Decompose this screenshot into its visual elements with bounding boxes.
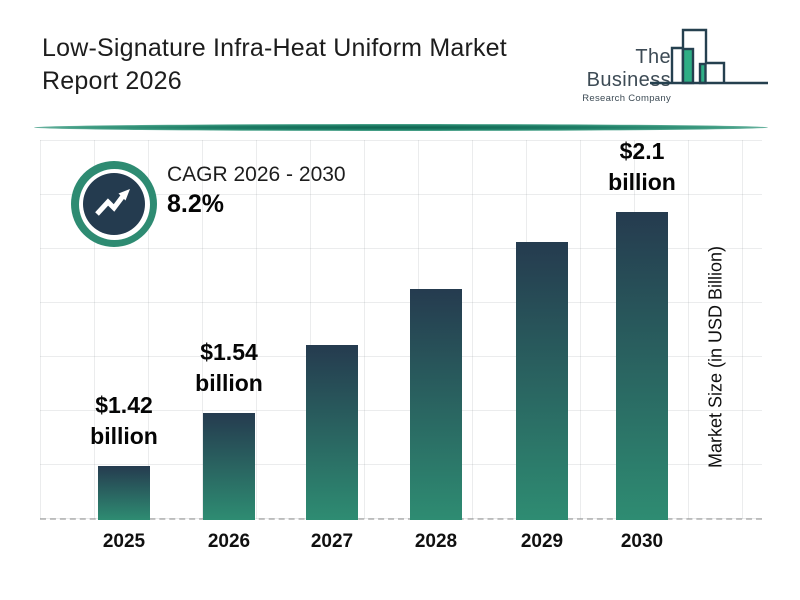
y-axis-title: Market Size (in USD Billion)	[705, 245, 726, 469]
bar-value-label-2030: $2.1 billion	[608, 138, 676, 195]
bar-2030	[616, 212, 668, 520]
cagr-value: 8.2%	[167, 190, 224, 218]
bar-2026	[203, 413, 255, 520]
x-axis-label-2027: 2027	[310, 531, 354, 552]
brand-tagline: Research Company	[582, 93, 671, 104]
bar-2027	[306, 345, 358, 520]
trending-up-icon	[83, 173, 145, 235]
chart-baseline	[40, 518, 762, 520]
bar-2029	[516, 242, 568, 520]
bar-chart-logo-icon	[650, 24, 775, 93]
x-axis-label-2026: 2026	[207, 531, 251, 552]
x-axis-label-2030: 2030	[620, 531, 664, 552]
bar-2028	[410, 289, 462, 520]
x-axis-label-2028: 2028	[414, 531, 458, 552]
cagr-badge	[71, 161, 157, 247]
x-axis-label-2025: 2025	[102, 531, 146, 552]
page-title-line1: Low-Signature Infra-Heat Uniform Market	[42, 34, 507, 62]
cagr-badge-ring	[78, 168, 150, 240]
bar-value-label-2026: $1.54 billion	[195, 339, 263, 396]
bar-2025	[98, 466, 150, 520]
x-axis-label-2029: 2029	[520, 531, 564, 552]
cagr-period-label: CAGR 2026 - 2030	[167, 163, 346, 186]
page-title-line2: Report 2026	[42, 67, 182, 95]
brand-logo: The Business Research Company	[553, 46, 671, 104]
brand-name: The Business	[586, 46, 671, 91]
page-title: Low-Signature Infra-Heat Uniform Market …	[42, 32, 572, 98]
bar-value-label-2025: $1.42 billion	[90, 392, 158, 449]
header-divider	[34, 124, 768, 131]
